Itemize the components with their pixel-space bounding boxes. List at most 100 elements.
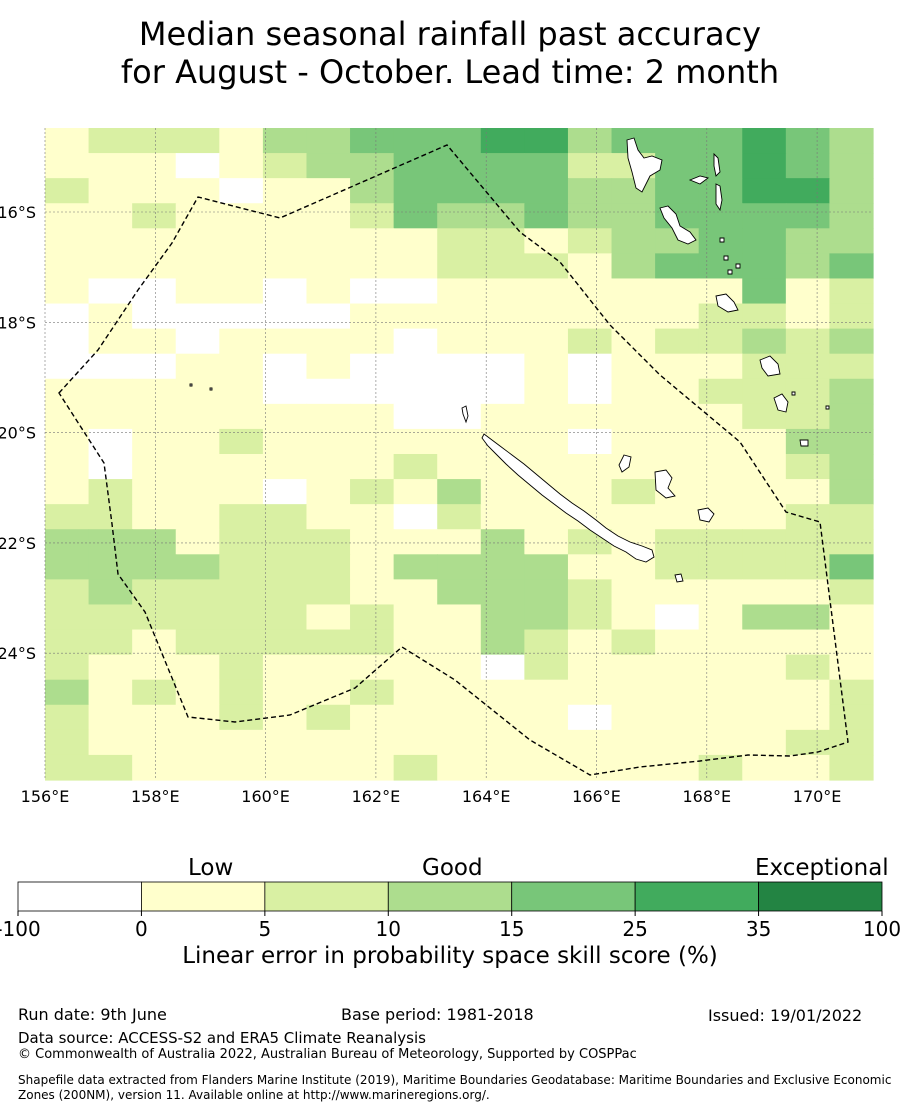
longitude-tick-label: 170°E [793,787,842,806]
grid-cell [88,303,133,330]
grid-cell [175,278,220,305]
grid-cell [829,278,874,305]
grid-cell [262,754,308,781]
grid-cell [219,278,264,305]
tanna-island [773,393,789,413]
longitude-tick-label: 160°E [241,787,290,806]
land-outlines [189,137,830,583]
grid-cell [829,654,874,681]
grid-cell [393,479,438,505]
grid-cell [698,128,743,154]
grid-cell [393,454,438,480]
grid-cell [306,378,351,405]
colorbar-swatch [264,881,389,912]
grid-cell [262,529,308,555]
grid-cell [262,153,308,179]
grid-cell [742,328,787,355]
grid-cell [306,228,351,254]
grid-cell [567,479,613,505]
grid-cell [393,403,438,430]
graticule-lines [44,128,873,780]
grid-cell [88,579,133,606]
grid-cell [611,178,656,204]
grid-cell [350,554,395,580]
grid-cell [45,303,90,330]
grid-cell [829,178,874,204]
latitude-tick-label: 24°S [0,644,36,663]
grid-cell [393,529,438,555]
grid-cell [655,128,700,154]
grid-cell [45,378,90,405]
grid-cell [698,629,743,656]
grid-cell [829,128,874,154]
grid-cell [175,428,220,455]
grid-cell [350,579,395,606]
grid-cell [45,754,90,781]
grid-cell [698,328,743,355]
grid-cell [306,679,351,706]
grid-cell [88,278,133,305]
grid-cell [219,353,264,380]
grid-cell [480,754,525,781]
grid-cell [698,454,743,480]
grid-cell [611,504,656,530]
grid-cell [655,704,700,731]
grid-cell [524,253,569,280]
grid-cell [524,228,569,254]
grid-cell [785,504,831,530]
grid-cell [567,454,613,480]
grid-cell [393,679,438,706]
grid-cell [45,454,90,480]
grid-cell [132,654,177,681]
grid-cell [480,353,525,380]
grid-cell [88,704,133,731]
grid-cell [45,353,90,380]
grid-cell [45,504,90,530]
grid-cell [393,754,438,781]
grid-cell [655,654,700,681]
grid-cell [88,604,133,631]
grid-cell [829,153,874,179]
longitude-tick-label: 168°E [682,787,731,806]
grid-cell [611,479,656,505]
grid-cell [829,303,874,330]
grid-cell [524,328,569,355]
grid-cell [611,328,656,355]
grid-cell [350,479,395,505]
grid-cell [480,153,525,179]
grid-cell [698,754,743,781]
grid-cell [393,554,438,580]
colorbar-swatch [511,881,636,912]
longitude-tick-label: 164°E [462,787,511,806]
grid-cell [785,178,831,204]
grid-cell [219,153,264,179]
grid-cell [306,128,351,154]
grid-cell [175,454,220,480]
grid-cell [829,729,874,756]
grid-cell [306,479,351,505]
grid-cell [88,754,133,781]
grid-cell [175,403,220,430]
grid-cell [655,504,700,530]
grid-cell [524,203,569,229]
grid-cell [45,729,90,756]
grid-cell [45,704,90,731]
loyalty-island-ouvea [618,454,632,473]
grid-cell [785,554,831,580]
grid-cell [350,428,395,455]
grid-cell [524,654,569,681]
run-date: Run date: 9th June [18,1005,167,1024]
grid-cell [437,203,482,229]
latitude-tick-label: 20°S [0,424,36,443]
grid-cell [524,428,569,455]
grid-cell [88,128,133,154]
grid-cell [262,629,308,656]
grid-cell [567,754,613,781]
grid-cell [306,529,351,555]
grid-cell [785,328,831,355]
grid-cell [742,153,787,179]
grid-cell [611,729,656,756]
grid-cell [437,328,482,355]
grid-cell [742,729,787,756]
grid-cell [524,303,569,330]
